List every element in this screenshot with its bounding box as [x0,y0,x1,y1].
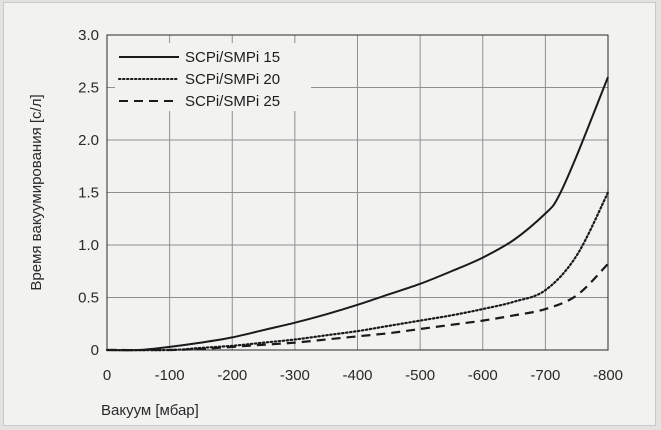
x-tick-label: 0 [103,367,111,384]
series-line-3 [106,263,609,352]
y-tick-label: 3.0 [78,27,99,44]
y-tick-label: 0 [91,342,99,359]
y-tick-label: 1.5 [78,185,99,202]
series-line-1 [106,76,609,352]
x-tick-label: -600 [468,367,498,384]
x-tick-label: -100 [155,367,185,384]
x-axis-title: Вакуум [мбар] [101,402,199,419]
x-tick-labels: 0 -100 -200 -300 -400 -500 -600 -700 -800 [103,367,623,384]
y-axis-title: Время вакуумирования [с/л] [28,94,45,290]
x-tick-label: -300 [280,367,310,384]
y-tick-label: 1.0 [78,237,99,254]
legend: SCPi/SMPi 15 SCPi/SMPi 20 SCPi/SMPi 25 [115,43,311,111]
y-tick-label: 2.0 [78,132,99,149]
legend-background [115,43,311,111]
x-tick-label: -500 [405,367,435,384]
x-tick-label: -700 [530,367,560,384]
y-tick-label: 0.5 [78,290,99,307]
x-tick-label: -200 [217,367,247,384]
legend-label: SCPi/SMPi 15 [185,49,280,66]
x-tick-label: -800 [593,367,623,384]
y-tick-labels: 0 0.5 1.0 1.5 2.0 2.5 3.0 [78,27,99,359]
legend-label: SCPi/SMPi 25 [185,93,280,110]
chart-frame [3,2,656,426]
y-tick-label: 2.5 [78,80,99,97]
series-lines [105,76,610,352]
x-tick-label: -400 [342,367,372,384]
legend-label: SCPi/SMPi 20 [185,71,280,88]
